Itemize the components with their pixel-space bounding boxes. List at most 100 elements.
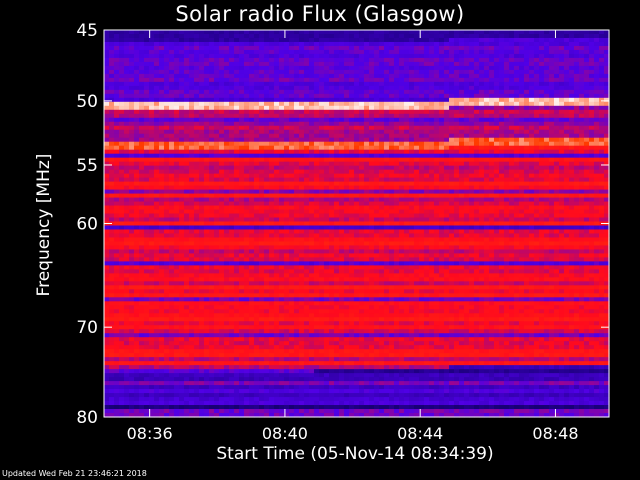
heatmap-cell <box>284 297 290 302</box>
heatmap-cell <box>134 113 140 119</box>
heatmap-cell <box>349 30 355 35</box>
heatmap-cell <box>329 121 335 127</box>
heatmap-cell <box>274 101 280 107</box>
heatmap-cell <box>354 301 360 306</box>
updated-timestamp: Updated Wed Feb 21 23:46:21 2018 <box>2 469 147 478</box>
heatmap-cell <box>304 37 310 43</box>
heatmap-cell <box>289 209 295 215</box>
heatmap-cell <box>269 313 275 318</box>
heatmap-cell <box>119 345 125 350</box>
heatmap-cell <box>199 241 205 247</box>
heatmap-cell <box>129 45 135 51</box>
heatmap-cell <box>199 333 205 338</box>
heatmap-cell <box>114 393 120 398</box>
heatmap-cell <box>324 213 330 219</box>
heatmap-cell <box>349 89 355 95</box>
heatmap-cell <box>139 221 145 227</box>
heatmap-cell <box>164 141 170 147</box>
heatmap-cell <box>184 165 190 171</box>
heatmap-cell <box>184 405 190 410</box>
heatmap-cell <box>109 225 115 231</box>
heatmap-cell <box>114 237 120 243</box>
heatmap-cell <box>279 197 285 203</box>
heatmap-cell <box>279 141 285 147</box>
heatmap-cell <box>349 277 355 282</box>
heatmap-cell <box>219 205 225 211</box>
heatmap-cell <box>144 365 150 370</box>
heatmap-cell <box>294 89 300 95</box>
heatmap-cell <box>249 85 255 91</box>
heatmap-cell <box>304 69 310 75</box>
heatmap-cell <box>159 189 165 195</box>
heatmap-cell <box>104 189 110 195</box>
heatmap-cell <box>254 369 260 374</box>
heatmap-cell <box>164 357 170 362</box>
heatmap-cell <box>154 137 160 143</box>
heatmap-cell <box>134 349 140 354</box>
heatmap-cell <box>144 393 150 398</box>
heatmap-cell <box>349 253 355 259</box>
heatmap-cell <box>234 193 240 199</box>
heatmap-cell <box>269 285 275 290</box>
heatmap-cell <box>304 301 310 306</box>
heatmap-cell <box>179 333 185 338</box>
heatmap-cell <box>184 189 190 195</box>
heatmap-cell <box>354 105 360 111</box>
heatmap-cell <box>204 213 210 219</box>
heatmap-cell <box>259 229 265 235</box>
heatmap-cell <box>224 369 230 374</box>
heatmap-cell <box>209 401 215 406</box>
heatmap-cell <box>229 309 235 314</box>
heatmap-cell <box>224 221 230 227</box>
heatmap-cell <box>349 105 355 111</box>
heatmap-cell <box>164 77 170 83</box>
heatmap-cell <box>319 85 325 91</box>
heatmap-cell <box>354 221 360 227</box>
heatmap-cell <box>149 141 155 147</box>
heatmap-cell <box>204 49 210 55</box>
heatmap-cell <box>169 325 175 330</box>
heatmap-cell <box>134 257 140 262</box>
heatmap-cell <box>264 337 270 342</box>
heatmap-cell <box>119 161 125 167</box>
heatmap-cell <box>174 161 180 167</box>
heatmap-cell <box>254 41 260 47</box>
heatmap-cell <box>339 265 345 270</box>
heatmap-cell <box>324 265 330 270</box>
heatmap-cell <box>219 41 225 47</box>
heatmap-cell <box>134 129 140 135</box>
heatmap-cell <box>344 397 350 402</box>
heatmap-cell <box>319 117 325 123</box>
heatmap-cell <box>234 345 240 350</box>
heatmap-cell <box>149 133 155 139</box>
heatmap-cell <box>179 181 185 187</box>
heatmap-cell <box>359 73 365 79</box>
heatmap-cell <box>269 117 275 123</box>
heatmap-cell <box>144 289 150 294</box>
heatmap-cell <box>284 205 290 211</box>
heatmap-cell <box>239 233 245 239</box>
heatmap-cell <box>134 30 140 35</box>
heatmap-cell <box>349 249 355 255</box>
heatmap-cell <box>249 113 255 119</box>
heatmap-cell <box>214 269 220 274</box>
heatmap-cell <box>204 121 210 127</box>
heatmap-cell <box>284 181 290 187</box>
heatmap-cell <box>169 201 175 207</box>
heatmap-cell <box>274 321 280 326</box>
heatmap-cell <box>329 341 335 346</box>
heatmap-cell <box>144 349 150 354</box>
heatmap-cell <box>359 153 365 159</box>
heatmap-cell <box>259 30 265 35</box>
heatmap-cell <box>119 313 125 318</box>
heatmap-cell <box>134 189 140 195</box>
heatmap-cell <box>174 125 180 131</box>
heatmap-cell <box>134 353 140 358</box>
heatmap-cell <box>124 157 130 163</box>
heatmap-cell <box>224 249 230 255</box>
heatmap-cell <box>154 153 160 159</box>
heatmap-cell <box>179 30 185 35</box>
heatmap-cell <box>104 113 110 119</box>
heatmap-cell <box>304 277 310 282</box>
heatmap-cell <box>304 129 310 135</box>
